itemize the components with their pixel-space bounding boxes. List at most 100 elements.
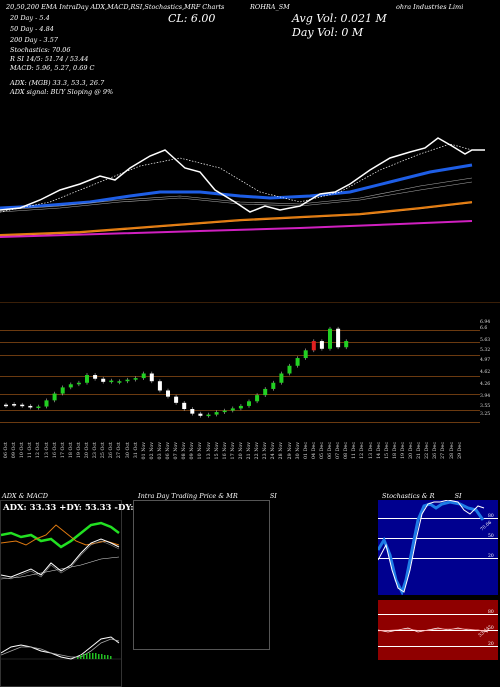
macd-histogram xyxy=(77,653,112,659)
adx-panel-title: ADX & MACD xyxy=(2,492,48,500)
candle-body xyxy=(52,393,57,401)
macd-chart xyxy=(1,636,121,660)
date-tick: 08 Nov xyxy=(182,442,188,460)
date-tick: 14 Dec xyxy=(376,442,382,459)
price-level: 5.63 xyxy=(480,338,491,343)
stoch-d-line xyxy=(378,500,485,595)
date-tick: 07 Dec xyxy=(336,442,342,459)
date-tick: 11 Dec xyxy=(352,442,358,459)
date-tick: 01 Nov xyxy=(141,442,147,460)
candle-body xyxy=(311,341,316,351)
ema20-readout: 20 Day - 5.4 xyxy=(10,14,50,22)
grid-line xyxy=(0,410,480,411)
date-tick: 18 Oct xyxy=(68,442,74,459)
candle-body xyxy=(101,378,106,382)
date-tick: 27 Oct xyxy=(117,442,123,459)
rsi-readout: R SI 14/5: 51.74 / 53.44 xyxy=(10,55,89,63)
price-level: 4.26 xyxy=(480,382,491,387)
date-tick: 16 Oct xyxy=(52,442,58,459)
adx-line-shadow xyxy=(1,540,120,580)
date-tick: 06 Nov xyxy=(166,442,171,460)
candle-body xyxy=(319,341,324,349)
avg-vol-readout: Avg Vol: 0.021 M xyxy=(292,12,387,25)
date-tick: 10 Nov xyxy=(198,442,204,460)
macd-line xyxy=(1,636,120,660)
adx-line xyxy=(1,538,120,578)
candle-body xyxy=(149,373,154,382)
date-tick: 30 Oct xyxy=(125,442,131,459)
macd-histogram-bar xyxy=(107,655,109,659)
candle-panel: 6.94 6.6 5.63 5.32 4.97 4.62 4.26 3.94 3… xyxy=(0,300,500,440)
date-tick: 15 Dec xyxy=(384,442,390,459)
candle-body xyxy=(125,379,130,382)
macd-histogram-bar xyxy=(101,654,103,659)
date-tick: 10 Oct xyxy=(20,442,26,459)
close-readout: CL: 6.00 xyxy=(168,12,216,25)
stoch-level-line xyxy=(378,518,498,519)
macd-histogram-bar xyxy=(104,655,106,659)
candle-body xyxy=(303,350,308,359)
candle-body xyxy=(117,381,122,383)
date-tick: 18 Dec xyxy=(392,442,398,459)
candle-body xyxy=(271,382,276,389)
date-tick: 13 Dec xyxy=(368,442,374,459)
candle-body xyxy=(255,395,260,402)
candle-body xyxy=(85,375,89,383)
stoch-level-label: 80 xyxy=(488,514,494,519)
macd-histogram-bar xyxy=(110,656,112,659)
macd-histogram-bar xyxy=(92,653,94,659)
stochastics-readout: Stochastics: 70.06 xyxy=(10,46,71,54)
macd-histogram-bar xyxy=(95,653,97,659)
date-tick: 02 Nov xyxy=(149,442,155,460)
candle-body xyxy=(36,406,41,409)
candle-body xyxy=(214,412,219,415)
ema-long-line xyxy=(0,220,473,238)
grid-line xyxy=(0,376,480,377)
price-level: 4.62 xyxy=(480,370,491,375)
title-strip: 20,50,200 EMA IntraDay ADX,MACD,RSI,Stoc… xyxy=(6,3,486,11)
title-strip-text: 20,50,200 EMA IntraDay ADX,MACD,RSI,Stoc… xyxy=(6,3,225,11)
macd-histogram-bar xyxy=(86,653,88,659)
date-tick: 06 Dec xyxy=(328,442,333,459)
candle-body xyxy=(76,382,81,385)
date-tick: 05 Dec xyxy=(319,442,325,459)
company-label: ohra Industries Limi xyxy=(396,3,464,11)
candle-body xyxy=(68,384,73,388)
candle-body xyxy=(206,414,211,417)
macd-white-line xyxy=(1,556,120,580)
adx-signal-readout: ADX signal: BUY Sloping @ 9% xyxy=(10,88,114,96)
candle-body xyxy=(287,365,292,374)
price-level: 5.32 xyxy=(480,348,491,353)
ema20-dotted-line xyxy=(0,143,473,213)
date-tick: 15 Nov xyxy=(214,442,220,460)
candle-body xyxy=(344,341,349,348)
date-tick: 23 Nov xyxy=(263,442,269,460)
ema20-line xyxy=(0,137,485,213)
stochastics-chart xyxy=(378,500,485,595)
candle-body xyxy=(263,388,268,396)
rsi-line xyxy=(378,627,489,633)
price-level: 3.94 xyxy=(480,394,491,399)
candle-body xyxy=(141,373,146,379)
plus-di-line xyxy=(1,521,120,549)
date-tick: 13 Oct xyxy=(44,442,50,459)
macd-histogram-bar xyxy=(83,654,85,659)
date-tick: 27 Dec xyxy=(441,442,447,459)
price-level: 3.55 xyxy=(480,404,491,409)
candle-body xyxy=(238,405,243,409)
intraday-panel-title: Intra Day Trading Price & MR SI xyxy=(138,492,277,500)
candle-body xyxy=(93,375,98,379)
grid-line xyxy=(0,394,480,395)
date-tick: 20 Oct xyxy=(85,442,90,459)
date-tick: 04 Dec xyxy=(311,442,317,459)
date-tick: 19 Dec xyxy=(400,442,406,459)
intraday-title-text: Intra Day Trading Price & MR xyxy=(138,492,238,500)
candle-body xyxy=(133,378,138,380)
candle-body xyxy=(109,380,114,383)
ema50-readout: 50 Day - 4.84 xyxy=(10,25,54,33)
rsi-signal-line xyxy=(378,628,489,632)
stoch-k-line xyxy=(378,500,485,593)
date-tick: 20 Nov xyxy=(238,442,244,460)
macd-signal-line xyxy=(1,638,120,658)
adx-chart xyxy=(1,521,120,580)
